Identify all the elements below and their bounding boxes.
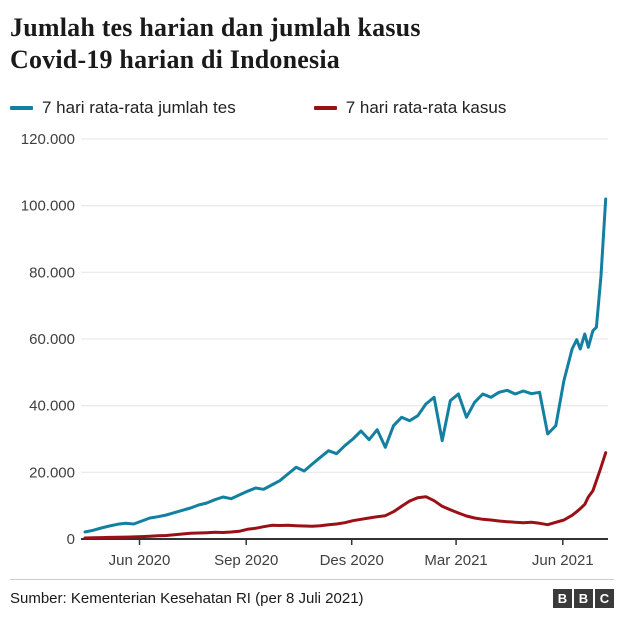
series-line-tes bbox=[83, 197, 608, 534]
line-chart: 0 20.000 40.000 60.000 80.000 100.000 120.000 J… bbox=[21, 131, 608, 569]
y-tick-label: 20.000 bbox=[29, 465, 75, 482]
bbc-logo: B B C bbox=[553, 589, 614, 609]
x-tick-label: Jun 2020 bbox=[109, 552, 171, 569]
y-tick-label: 40.000 bbox=[29, 398, 75, 415]
x-tick-label: Des 2020 bbox=[320, 552, 384, 569]
legend-item-kasus: 7 hari rata-rata kasus bbox=[313, 98, 507, 118]
bbc-logo-block-b1: B bbox=[553, 589, 572, 609]
x-tick-label: Mar 2021 bbox=[424, 552, 487, 569]
legend-label-kasus: 7 hari rata-rata kasus bbox=[345, 98, 507, 118]
series-line-kasus bbox=[83, 451, 608, 540]
legend-swatch-tes-icon bbox=[10, 106, 33, 111]
chart-legend: 7 hari rata-rata jumlah tes 7 hari rata-… bbox=[10, 97, 614, 119]
chart-footer: Sumber: Kementerian Kesehatan RI (per 8 … bbox=[10, 579, 614, 618]
y-tick-label: 0 bbox=[67, 531, 75, 548]
legend-item-tes: 7 hari rata-rata jumlah tes bbox=[10, 98, 236, 118]
chart-title-line-2: Covid-19 harian di Indonesia bbox=[10, 44, 340, 74]
y-tick-label: 60.000 bbox=[29, 331, 75, 348]
bbc-logo-block-b2: B bbox=[574, 589, 593, 609]
x-tick-label: Jun 2021 bbox=[532, 552, 594, 569]
y-tick-label: 120.000 bbox=[21, 131, 75, 148]
bbc-logo-block-c: C bbox=[595, 589, 614, 609]
x-tick-label: Sep 2020 bbox=[214, 552, 278, 569]
y-tick-label: 100.000 bbox=[21, 198, 75, 215]
y-tick-label: 80.000 bbox=[29, 265, 75, 282]
chart-title: Jumlah tes harian dan jumlah kasus Covid… bbox=[10, 12, 614, 75]
source-text: Sumber: Kementerian Kesehatan RI (per 8 … bbox=[10, 590, 364, 608]
legend-swatch-kasus-icon bbox=[313, 106, 337, 111]
legend-label-tes: 7 hari rata-rata jumlah tes bbox=[42, 98, 236, 118]
chart-title-line-1: Jumlah tes harian dan jumlah kasus bbox=[10, 13, 421, 42]
